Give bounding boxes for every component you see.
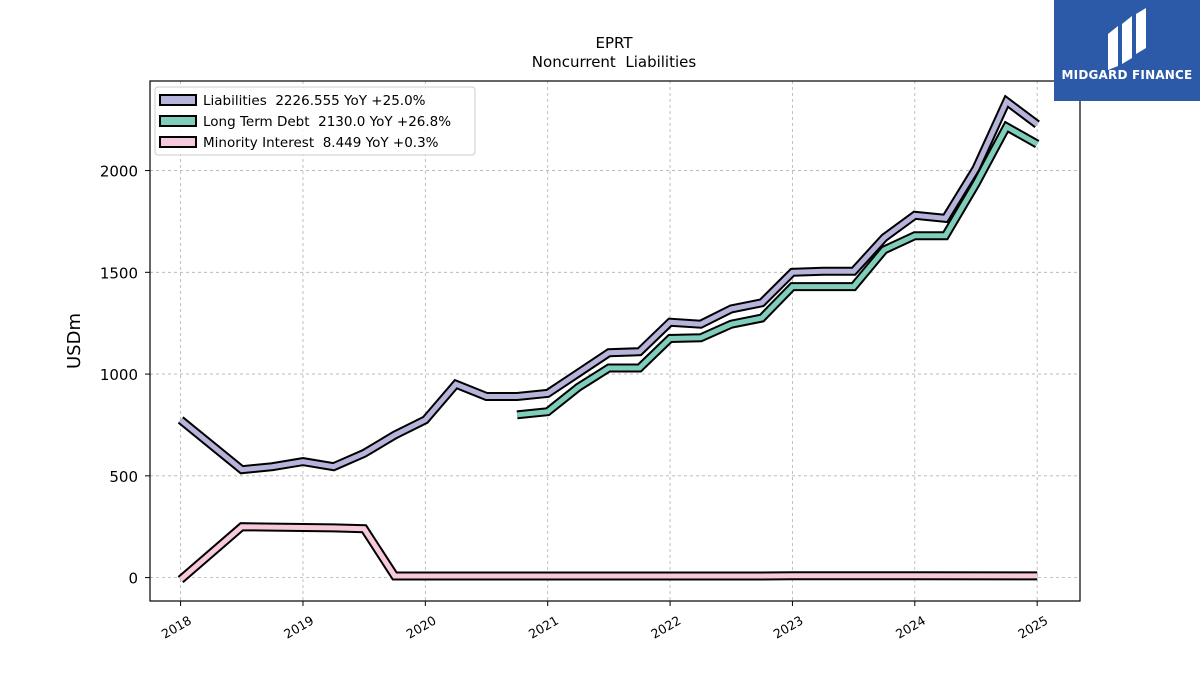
y-tick-label: 1500: [100, 264, 138, 282]
brand-mark-icon: [1108, 8, 1146, 70]
legend-swatch-minority-interest: [159, 136, 197, 148]
series-outline-liabilities: [177, 94, 1040, 475]
x-tick-label: 2018: [159, 613, 194, 642]
y-axis-label: USDm: [64, 313, 85, 369]
chart-title: EPRT: [595, 34, 633, 52]
x-tick-label: 2025: [1015, 613, 1050, 642]
series-line-long-term-debt: [516, 123, 1039, 418]
series-line-minority-interest: [178, 524, 1038, 582]
y-tick-label: 1000: [100, 366, 138, 384]
brand-name: MIDGARD FINANCE: [1061, 68, 1193, 82]
grid-layer: [150, 81, 1080, 601]
x-tick-label: 2019: [281, 613, 316, 642]
series-line-liabilities: [179, 97, 1039, 473]
series-layer: [177, 94, 1040, 584]
brand-logo: MIDGARD FINANCE: [1054, 0, 1200, 101]
x-tick-label: 2023: [771, 613, 806, 642]
legend-label-long-term-debt: Long Term Debt 2130.0 YoY +26.8%: [203, 114, 451, 130]
plot-frame: [149, 80, 1081, 602]
y-tick-label: 2000: [100, 163, 138, 181]
x-tick-label: 2022: [648, 613, 683, 642]
x-tick-label: 2020: [404, 613, 439, 642]
legend-box: [154, 86, 476, 156]
legend: Liabilities 2226.555 YoY +25.0% Long Term…: [154, 86, 476, 156]
series-outline-long-term-debt: [516, 120, 1040, 420]
x-tick-label: 2021: [526, 613, 561, 642]
series-outline-minority-interest: [177, 522, 1038, 584]
legend-label-liabilities: Liabilities 2226.555 YoY +25.0%: [203, 93, 426, 109]
chart-subtitle: Noncurrent Liabilities: [532, 53, 697, 71]
legend-label-minority-interest: Minority Interest 8.449 YoY +0.3%: [203, 135, 439, 151]
x-tick-label: 2024: [893, 613, 928, 642]
legend-swatch-liabilities: [159, 94, 197, 106]
y-tick-label: 0: [128, 570, 138, 588]
legend-swatch-long-term-debt: [159, 115, 197, 127]
y-tick-label: 500: [109, 468, 138, 486]
